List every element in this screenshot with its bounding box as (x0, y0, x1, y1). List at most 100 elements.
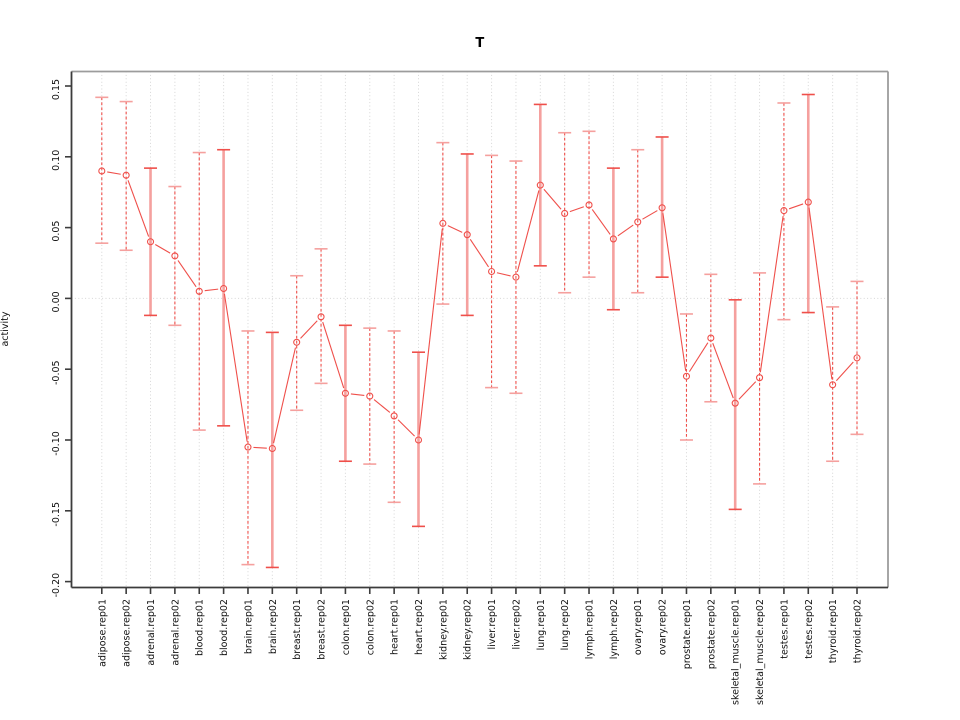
y-axis-tick-label: -0.15 (51, 502, 62, 527)
x-axis-tick-label: brain.rep01 (243, 599, 254, 654)
x-axis-tick-label: lymph.rep01 (585, 599, 596, 659)
x-axis-tick-label: heart.rep02 (414, 599, 425, 655)
data-point-marker (268, 444, 276, 453)
data-point-marker (780, 207, 788, 215)
x-axis-tick-label: breast.rep01 (292, 599, 303, 660)
series-segment (397, 419, 415, 437)
y-axis-tick-label: 0.15 (51, 79, 62, 100)
x-axis-tick-label: prostate.rep02 (706, 599, 717, 669)
series-segment (642, 210, 658, 220)
data-point-marker (366, 392, 374, 400)
series-segment (543, 188, 562, 210)
x-axis-tick-label: liver.rep01 (487, 599, 498, 649)
y-axis-tick-label: 0.00 (51, 291, 62, 312)
series-segment (688, 342, 709, 372)
series-segment (469, 238, 490, 268)
data-point-marker (293, 338, 301, 346)
x-axis-tick-label: liver.rep02 (511, 599, 522, 649)
data-point-marker (634, 218, 642, 226)
data-point-marker (488, 267, 496, 276)
x-axis-tick-label: lymph.rep02 (609, 599, 620, 659)
series-segment (322, 321, 345, 389)
data-point-marker (829, 381, 837, 389)
x-axis-tick-label: heart.rep01 (390, 599, 401, 655)
data-point-marker (804, 198, 812, 206)
data-point-marker (341, 389, 349, 397)
x-axis-tick-label: ovary.rep01 (633, 599, 644, 655)
x-axis-tick-label: colon.rep01 (341, 599, 352, 655)
y-axis-tick-label: -0.20 (51, 573, 62, 598)
data-point-marker (512, 273, 520, 281)
data-point-marker (853, 354, 861, 362)
x-axis-tick-label: kidney.rep02 (463, 599, 474, 660)
series-segment (177, 260, 197, 288)
series-segment (447, 225, 463, 233)
data-point-marker (463, 231, 471, 239)
series-segment (273, 347, 296, 444)
data-point-marker (585, 201, 593, 209)
error-bars (95, 93, 864, 569)
series-segment (712, 343, 734, 399)
x-axis-tick-label: breast.rep02 (317, 599, 328, 660)
series-segment (155, 244, 171, 254)
chart-title: T (475, 36, 485, 51)
series-segment (617, 224, 634, 237)
data-point-marker (244, 443, 252, 451)
x-axis-tick-label: adipose.rep02 (122, 599, 133, 667)
series-segment (107, 171, 121, 175)
y-axis-tick-label: -0.10 (51, 431, 62, 456)
data-point-marker (317, 313, 325, 321)
x-axis-tick-label: ovary.rep02 (658, 599, 669, 655)
x-axis-tick-label: skeletal_muscle.rep01 (731, 599, 742, 705)
data-point-marker (122, 171, 130, 179)
x-axis-tick-label: testes.rep02 (804, 599, 815, 659)
data-point-marker (707, 334, 715, 342)
series-segment (127, 180, 150, 237)
x-axis-tick-label: blood.rep01 (195, 599, 206, 656)
series-segment (496, 272, 511, 277)
x-axis: adipose.rep01 adipose.rep02 adrenal.rep01 a… (97, 587, 864, 705)
series-segment (591, 209, 611, 235)
series-segment (569, 206, 585, 213)
x-axis-tick-label: colon.rep02 (365, 599, 376, 655)
data-point-marker (756, 374, 764, 382)
x-axis-tick-label: kidney.rep01 (438, 599, 449, 660)
data-point-marker (414, 436, 423, 444)
series-segment (223, 293, 248, 442)
series-segment (350, 393, 365, 397)
data-point-marker (98, 167, 106, 175)
x-axis-tick-label: lung.rep02 (560, 599, 571, 650)
x-axis-tick-label: lung.rep01 (536, 599, 547, 650)
data-point-marker (658, 204, 666, 212)
data-point-marker (146, 238, 155, 246)
data-point-marker (682, 372, 691, 380)
series-segment (253, 446, 267, 449)
plot-border (70, 70, 889, 589)
x-axis-tick-label: adrenal.rep01 (146, 599, 157, 666)
gridlines (71, 71, 888, 588)
x-axis-tick-label: thyroid.rep01 (828, 599, 839, 663)
data-point-marker (536, 181, 544, 189)
series-segment (204, 288, 219, 292)
series-segment (662, 213, 687, 371)
x-axis-tick-label: brain.rep02 (268, 599, 279, 654)
y-axis: 0.15 0.10 0.05 0.00 -0.05 -0.10 -0.15 -0.20 (51, 79, 72, 597)
x-axis-tick-label: skeletal_muscle.rep02 (755, 599, 766, 705)
series-segment (759, 215, 784, 373)
y-axis-tick-label: -0.05 (51, 360, 62, 385)
data-point-marker (220, 284, 228, 293)
series-segment (835, 361, 854, 382)
series-line (107, 171, 854, 449)
series-segment (300, 320, 318, 339)
x-axis-tick-label: adrenal.rep02 (170, 599, 181, 666)
x-axis-tick-label: blood.rep02 (219, 599, 230, 656)
series-segment (418, 228, 443, 435)
data-points (98, 167, 861, 453)
data-point-marker (171, 252, 179, 260)
data-point-marker (439, 219, 447, 227)
x-axis-tick-label: testes.rep01 (779, 599, 790, 659)
y-axis-tick-label: 0.05 (51, 221, 62, 242)
